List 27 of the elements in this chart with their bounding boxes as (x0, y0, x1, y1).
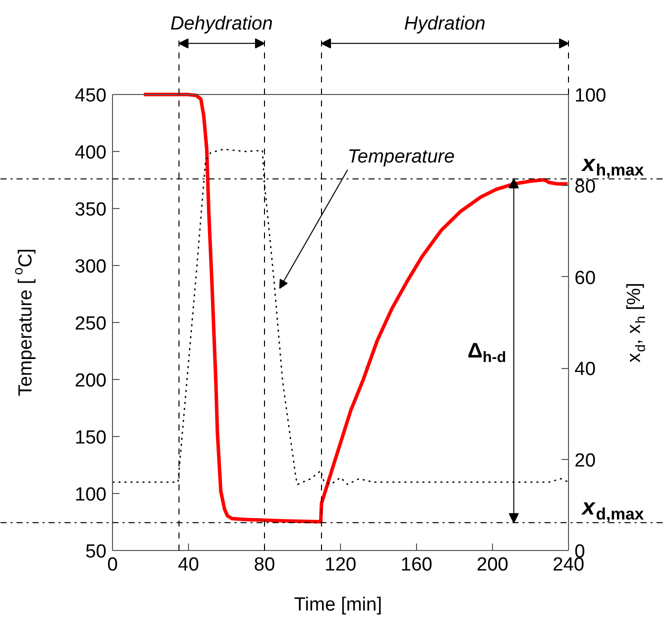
y-tick-label: 450 (74, 86, 106, 106)
y2-tick-label: 100 (574, 86, 606, 106)
y2-tick-label: 80 (574, 176, 596, 198)
y-tick-label: 150 (74, 428, 106, 448)
y2-tick-label: 20 (574, 450, 596, 472)
x-axis-title: Time [min] (294, 594, 382, 616)
y-tick-label: 300 (74, 256, 106, 278)
x-tick-label: 200 (476, 554, 508, 576)
y-tick-label: 50 (85, 542, 107, 562)
y-tick-label: 350 (74, 200, 106, 220)
text: Hydration (404, 13, 486, 34)
annotation: Temperature (348, 146, 455, 168)
y-tick-label: 200 (74, 370, 106, 392)
x-tick-label: 80 (254, 554, 276, 576)
line-series (142, 92, 570, 524)
y-tick-label: 400 (74, 142, 106, 164)
x-tick-label: 120 (324, 554, 356, 576)
y-axis-title: Temperature [oC] (10, 248, 36, 396)
y2-tick-label: 40 (574, 359, 596, 380)
y2-axis-title: xd, xh [%] (624, 282, 648, 363)
x-tick-label: 40 (178, 554, 200, 576)
x-tick-label: 160 (400, 554, 432, 576)
y2-tick-label: 60 (574, 268, 596, 289)
text: Dehydration (170, 13, 273, 34)
x-tick-label: 0 (107, 554, 118, 576)
y-tick-label: 100 (74, 484, 106, 506)
y-tick-label: 250 (74, 314, 106, 334)
